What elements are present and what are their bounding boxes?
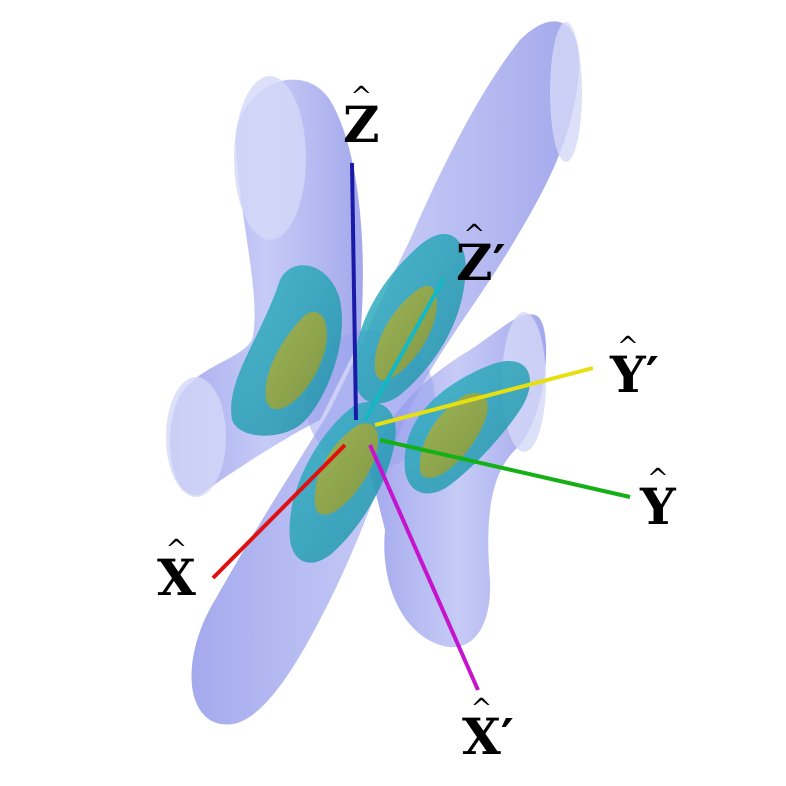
axis-z-prime-line	[363, 277, 446, 421]
axis-x-prime-line	[368, 444, 480, 691]
axes	[211, 162, 631, 691]
hat-mark: ^	[165, 535, 188, 565]
axis-y-line	[379, 438, 631, 499]
hat-mark: ^	[646, 464, 669, 494]
outer-lobe-cap	[166, 377, 226, 497]
hat-mark: ^	[350, 82, 373, 112]
axis-y-prime-line	[374, 366, 594, 427]
axis-y-label: ^ Y	[640, 464, 676, 536]
axis-z-prime-label: ^ Z′	[456, 220, 506, 292]
axis-z-line	[350, 162, 358, 421]
hat-mark: ^	[463, 220, 486, 250]
axis-x-label: ^ X	[157, 535, 196, 607]
axis-x-line	[211, 443, 347, 580]
inner-lobe-left	[265, 311, 327, 410]
hat-mark: ^	[470, 694, 493, 724]
axis-z-label: ^ Z	[343, 82, 380, 154]
inner-lobe-top	[374, 285, 437, 381]
axis-y-prime-label: ^ Y′	[610, 332, 659, 404]
inner-lobe-right	[419, 392, 488, 478]
outer-lobe-cap	[234, 76, 306, 240]
outer-lobe-cap	[550, 22, 582, 162]
axis-x-prime-label: ^ X′	[462, 694, 514, 766]
inner-lobe-bottom	[314, 423, 379, 515]
inner-lobes	[265, 285, 488, 515]
hat-mark: ^	[616, 332, 639, 362]
